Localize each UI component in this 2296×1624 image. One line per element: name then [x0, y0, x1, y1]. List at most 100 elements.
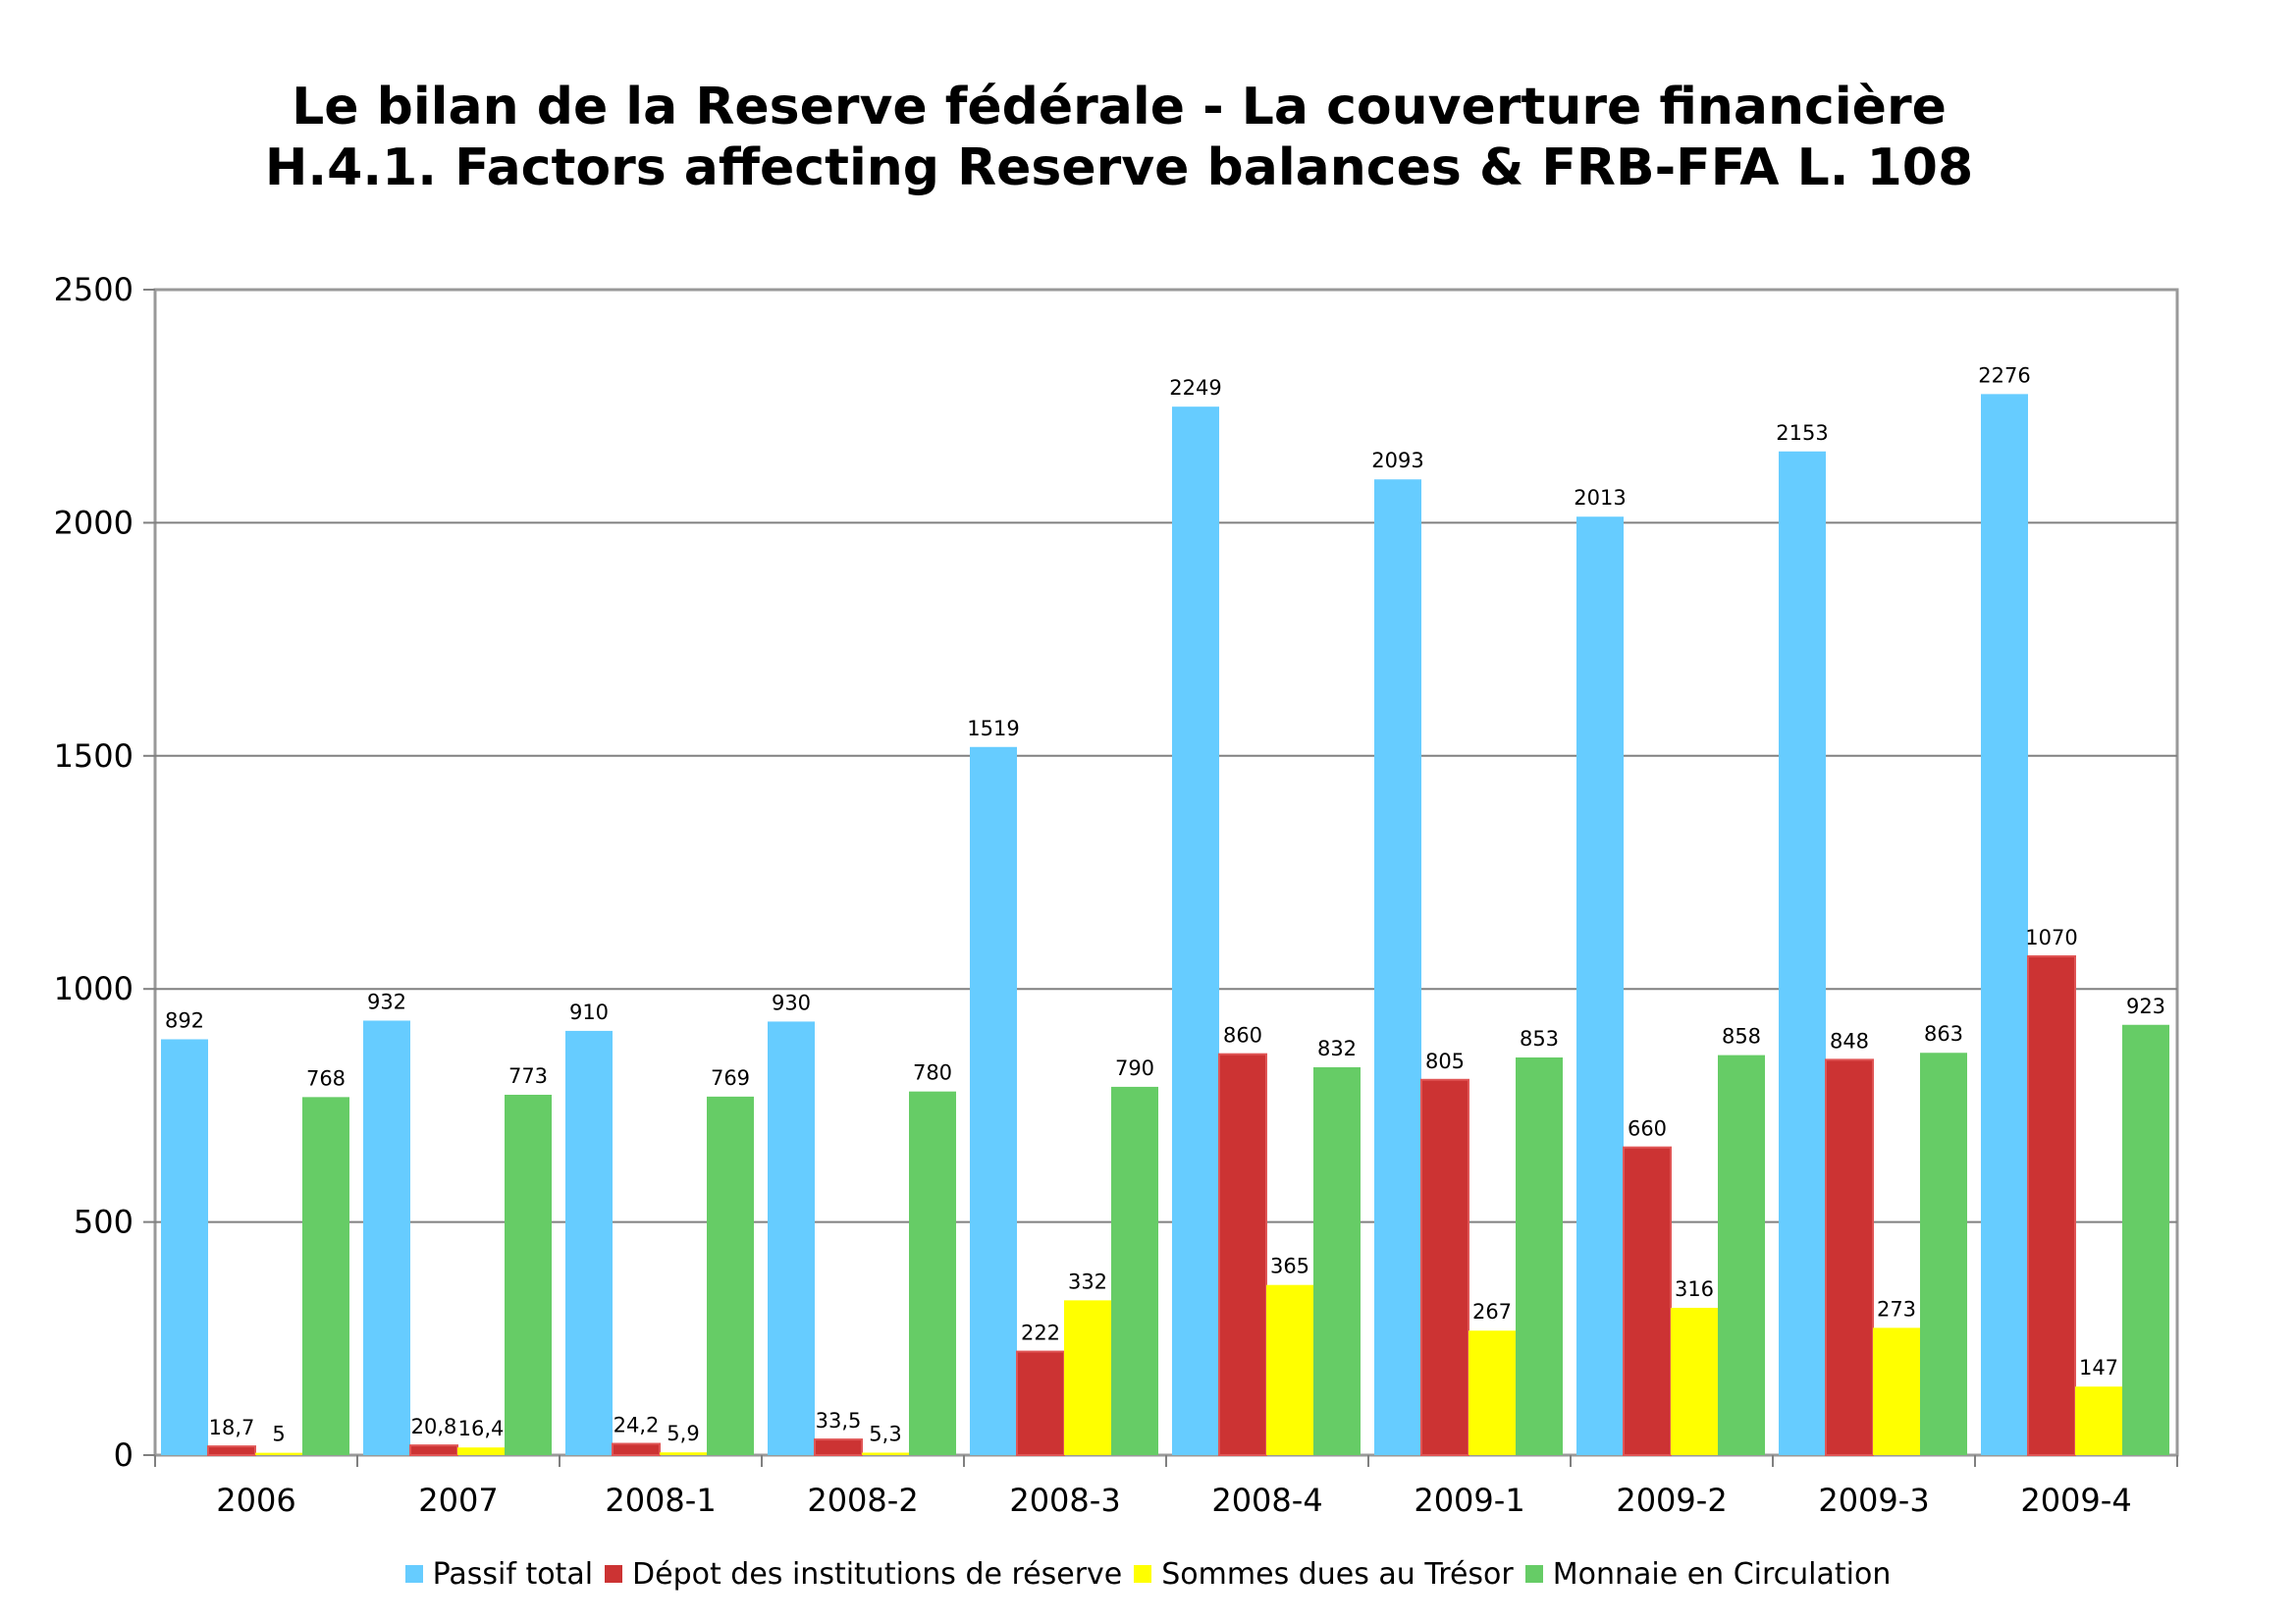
- data-label: 267: [1472, 1300, 1512, 1324]
- data-label: 930: [772, 991, 811, 1014]
- x-tick-label: 2009-2: [1616, 1482, 1727, 1519]
- legend-swatch: [1524, 1565, 1543, 1583]
- x-tick-label: 2008-3: [1009, 1482, 1120, 1519]
- bar: [660, 1452, 707, 1455]
- legend-swatch: [1134, 1565, 1152, 1583]
- bar: [2075, 1386, 2122, 1455]
- legend-label: Sommes dues au Trésor: [1161, 1556, 1514, 1592]
- data-label: 2249: [1169, 376, 1221, 400]
- bar: [1064, 1300, 1111, 1455]
- bar: [768, 1021, 815, 1455]
- data-label: 1070: [2025, 926, 2077, 949]
- bar: [1576, 516, 1624, 1455]
- bar: [207, 1445, 256, 1456]
- chart-title-line-1: Le bilan de la Reserve fédérale - La cou…: [292, 78, 1947, 136]
- bar: [1218, 1053, 1267, 1456]
- y-tick-label: 1000: [54, 970, 133, 1007]
- data-label: 365: [1270, 1255, 1309, 1278]
- data-label: 2093: [1371, 449, 1423, 472]
- data-label: 5,9: [667, 1422, 699, 1445]
- data-label: 2153: [1776, 421, 1828, 445]
- legend-entry: Sommes dues au Trésor: [1134, 1556, 1514, 1592]
- data-label: 910: [569, 1001, 609, 1024]
- bar: [1873, 1327, 1920, 1455]
- data-label: 805: [1425, 1050, 1465, 1073]
- bar: [457, 1447, 505, 1455]
- legend-label: Dépot des institutions de réserve: [632, 1556, 1123, 1592]
- data-label: 769: [711, 1066, 750, 1090]
- bar: [814, 1438, 863, 1457]
- y-tick-label: 2000: [54, 504, 133, 541]
- data-label: 5,3: [869, 1422, 901, 1445]
- legend-entry: Passif total: [404, 1556, 594, 1592]
- data-labels: 892 932 910 930 1519 2249 2093 2013 2153 2276 18,7…: [165, 363, 2165, 1445]
- data-label: 2013: [1574, 486, 1626, 510]
- y-tick-label: 500: [74, 1204, 133, 1241]
- bar: [1779, 451, 1826, 1455]
- chart-title: Le bilan de la Reserve fédérale - La cou…: [0, 77, 2238, 198]
- bar: [1981, 394, 2028, 1455]
- data-label: 848: [1830, 1029, 1869, 1053]
- data-label: 16,4: [458, 1417, 505, 1440]
- data-label: 147: [2079, 1356, 2118, 1380]
- bar: [1718, 1055, 1765, 1455]
- y-tick-label: 1500: [54, 737, 133, 775]
- legend-label: Monnaie en Circulation: [1552, 1556, 1892, 1592]
- bar: [862, 1452, 909, 1455]
- bar: [970, 746, 1017, 1455]
- data-label: 18,7: [209, 1416, 255, 1439]
- data-label: 780: [913, 1061, 952, 1085]
- data-label: 222: [1021, 1322, 1060, 1345]
- bar: [1374, 479, 1421, 1455]
- bar: [909, 1091, 956, 1455]
- bar: [1825, 1058, 1874, 1457]
- x-tick-label: 2009-1: [1414, 1482, 1524, 1519]
- bar: [1172, 406, 1219, 1455]
- data-label: 5: [272, 1423, 285, 1446]
- bar: [1111, 1086, 1158, 1455]
- x-tick-label: 2007: [418, 1482, 498, 1519]
- data-label: 768: [306, 1066, 346, 1090]
- x-tick-label: 2008-4: [1211, 1482, 1322, 1519]
- bar: [255, 1452, 302, 1455]
- bar: [409, 1444, 458, 1456]
- data-label: 773: [508, 1064, 548, 1088]
- bar: [161, 1039, 208, 1455]
- data-label: 923: [2126, 995, 2165, 1018]
- data-label: 20,8: [411, 1415, 457, 1438]
- bar: [2027, 954, 2076, 1456]
- legend-entry: Monnaie en Circulation: [1524, 1556, 1892, 1592]
- x-tick-label: 2006: [216, 1482, 295, 1519]
- data-label: 863: [1924, 1022, 1963, 1046]
- data-label: 24,2: [614, 1414, 660, 1437]
- bar: [302, 1097, 349, 1455]
- data-label: 2276: [1978, 363, 2030, 387]
- legend-entry: Dépot des institutions de réserve: [605, 1557, 1122, 1592]
- legend-swatch: [605, 1565, 623, 1583]
- x-tick-label: 2009-4: [2020, 1482, 2131, 1519]
- bar: [505, 1094, 552, 1455]
- data-label: 332: [1068, 1270, 1107, 1293]
- bar: [2122, 1024, 2169, 1455]
- bar: [1516, 1056, 1563, 1455]
- data-label: 860: [1223, 1024, 1262, 1048]
- bar: [1468, 1330, 1516, 1455]
- bar: [1920, 1053, 1967, 1455]
- y-tick-label: 0: [114, 1436, 133, 1474]
- bar: [1266, 1284, 1313, 1455]
- data-label: 892: [165, 1008, 204, 1032]
- bar: [565, 1030, 613, 1455]
- data-label: 832: [1317, 1037, 1357, 1060]
- y-tick-label: 2500: [54, 271, 133, 308]
- x-tick-label: 2008-1: [605, 1482, 716, 1519]
- axes: 0 500 1000 1500 2000 2500 2006 2007 2008-1 2008-2…: [54, 271, 2178, 1519]
- bar: [1420, 1078, 1469, 1456]
- legend: Passif total Dépot des institutions de ré…: [0, 1549, 2296, 1598]
- bar: [1623, 1146, 1672, 1456]
- x-tick-label: 2009-3: [1818, 1482, 1929, 1519]
- bar: [363, 1020, 410, 1455]
- data-label: 1519: [967, 717, 1019, 740]
- data-label: 858: [1722, 1025, 1761, 1049]
- legend-label: Passif total: [432, 1556, 594, 1592]
- data-label: 660: [1628, 1117, 1667, 1141]
